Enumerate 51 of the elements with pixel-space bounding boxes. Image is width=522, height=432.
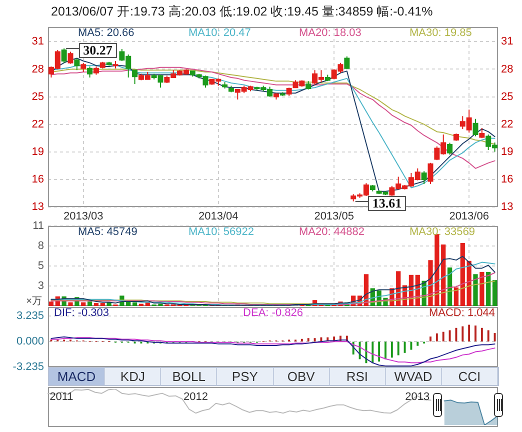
- annotation: 30.27: [83, 42, 113, 58]
- series-label: DIF: -0.303: [54, 307, 110, 320]
- x-tick-label: 2013/06: [449, 210, 489, 223]
- x-tick-label: 2012: [184, 391, 208, 404]
- tab: CCI: [442, 368, 498, 385]
- x-tick-label: 2011: [50, 391, 74, 404]
- y2-tick-label: 16: [501, 173, 514, 186]
- y2-tick-label: 25: [501, 90, 514, 103]
- tab: BOLL: [161, 368, 218, 385]
- x-tick-label: 2013/04: [198, 210, 238, 223]
- text: DEA: -0.826: [243, 307, 303, 320]
- y-tick-label: 5: [38, 260, 44, 272]
- text: MA10: 20.47: [188, 27, 251, 40]
- y2-tick-label: 28: [501, 63, 514, 76]
- series-label: MACD: 1.044: [428, 307, 495, 320]
- chart-title: 2013/06/07 开:19.73 高:20.03 低:19.02 收:19.45 量:34859 幅:-0.41%: [51, 3, 433, 18]
- text: MA30: 19.85: [410, 27, 472, 40]
- y-tick-label: -3.235: [12, 361, 44, 374]
- y-tick-label: 31: [32, 36, 44, 48]
- y2-tick-label: 22: [501, 118, 514, 130]
- text: MA20: 18.03: [299, 27, 362, 40]
- y-tick-label: 16: [32, 173, 44, 186]
- x-tick-label: 2013/05: [314, 210, 354, 223]
- series-label: MA5: 20.66: [78, 27, 134, 40]
- y-tick-label: 0.000: [16, 336, 44, 348]
- tab: PSY: [217, 368, 274, 385]
- y2-tick-label: 31: [501, 36, 514, 48]
- y-tick-label: 28: [32, 63, 44, 76]
- x-tick-label: 2013/03: [63, 210, 104, 223]
- tab: OBV: [274, 368, 330, 385]
- text: MA20: 44882: [299, 226, 364, 238]
- y-tick-label: 3: [38, 280, 44, 292]
- y-tick-label: 8: [38, 240, 44, 252]
- annotation: 13.61: [372, 195, 402, 210]
- y-tick-label: 11: [32, 220, 44, 232]
- x-tick-label: 2013: [405, 391, 430, 404]
- y-tick-label: 22: [32, 118, 44, 130]
- y-tick-label: 19: [32, 146, 44, 158]
- text: MA5: 45749: [78, 226, 138, 238]
- y-tick-label: 13: [32, 201, 44, 214]
- tab: KDJ: [105, 368, 162, 385]
- y-tick-label: 3.235: [16, 310, 44, 322]
- text: MA10: 56922: [188, 226, 254, 238]
- y2-tick-label: 13: [501, 201, 514, 214]
- text: MA30: 33569: [410, 226, 475, 238]
- y2-tick-label: 19: [501, 146, 514, 158]
- tab: MACD: [49, 368, 106, 385]
- y-tick-label: 25: [32, 90, 44, 103]
- tab: RSI: [330, 368, 386, 385]
- tab: WVAD: [386, 368, 442, 385]
- y-axis-title: ×万: [26, 296, 42, 307]
